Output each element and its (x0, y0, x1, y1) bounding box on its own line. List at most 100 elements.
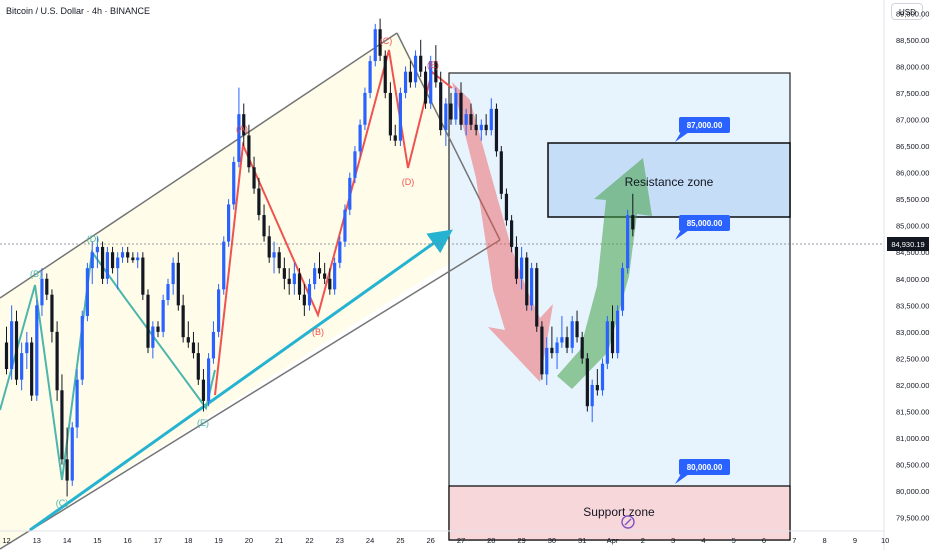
candle[interactable] (494, 103, 499, 157)
candle[interactable] (222, 236, 226, 295)
candle[interactable] (146, 289, 150, 354)
currency-button[interactable]: USD (891, 3, 923, 20)
candle[interactable] (555, 337, 559, 370)
candle[interactable] (120, 246, 125, 263)
candle[interactable] (353, 146, 357, 184)
candle[interactable] (590, 379, 594, 423)
candle[interactable] (307, 278, 312, 311)
candle[interactable] (459, 82, 463, 131)
candle[interactable] (525, 252, 529, 311)
candle[interactable] (65, 427, 69, 497)
candle[interactable] (600, 358, 605, 396)
candle[interactable] (383, 50, 387, 99)
candle[interactable] (40, 268, 44, 316)
candle[interactable] (499, 146, 503, 200)
candle[interactable] (343, 204, 347, 247)
candle[interactable] (317, 252, 322, 279)
candle[interactable] (434, 45, 438, 88)
candle[interactable] (368, 55, 372, 99)
candle[interactable] (363, 87, 367, 131)
resistance-zone-rect[interactable] (547, 142, 791, 218)
candle[interactable] (166, 278, 170, 306)
candle[interactable] (333, 257, 337, 295)
candle[interactable] (545, 337, 549, 385)
candle[interactable] (75, 369, 79, 439)
candle[interactable] (242, 103, 246, 147)
candle[interactable] (191, 331, 196, 359)
candle[interactable] (85, 262, 90, 322)
candle[interactable] (30, 337, 34, 401)
candle[interactable] (413, 50, 418, 88)
candle[interactable] (620, 262, 625, 316)
candle[interactable] (141, 252, 145, 301)
candle[interactable] (267, 225, 271, 263)
candle[interactable] (560, 315, 564, 348)
candle[interactable] (136, 252, 140, 269)
candle[interactable] (211, 321, 216, 364)
candle[interactable] (262, 204, 266, 242)
candle[interactable] (100, 241, 105, 285)
candle[interactable] (176, 252, 180, 311)
candle[interactable] (449, 92, 453, 125)
candle[interactable] (277, 246, 281, 274)
candle[interactable] (398, 87, 402, 147)
candle[interactable] (313, 262, 317, 290)
candle[interactable] (373, 23, 377, 67)
candle[interactable] (444, 98, 448, 147)
candle[interactable] (232, 156, 236, 210)
price-badge[interactable]: 80,000.00 (675, 459, 730, 484)
candle[interactable] (50, 289, 54, 343)
candle[interactable] (489, 98, 493, 136)
candle[interactable] (292, 262, 296, 295)
candle[interactable] (186, 321, 190, 348)
candle[interactable] (196, 342, 200, 385)
candle[interactable] (469, 103, 473, 131)
candle[interactable] (474, 114, 478, 136)
event-marker-icon[interactable] (621, 515, 635, 529)
candle[interactable] (605, 315, 609, 370)
candle[interactable] (348, 172, 352, 216)
candle[interactable] (70, 422, 74, 486)
candle[interactable] (90, 241, 94, 285)
candle[interactable] (540, 321, 544, 380)
candle[interactable] (323, 262, 327, 285)
candle[interactable] (570, 315, 574, 354)
candle[interactable] (504, 188, 509, 226)
candle[interactable] (14, 310, 19, 385)
channel-upper-line[interactable] (0, 32, 398, 299)
candle[interactable] (4, 326, 9, 375)
candle[interactable] (514, 236, 519, 285)
candle[interactable] (282, 257, 286, 290)
candle[interactable] (110, 246, 115, 274)
candle[interactable] (297, 268, 302, 301)
candle[interactable] (156, 321, 160, 338)
candle[interactable] (484, 114, 488, 136)
candle[interactable] (535, 262, 539, 332)
candle[interactable] (302, 284, 306, 316)
candle[interactable] (439, 71, 443, 136)
candle[interactable] (60, 374, 64, 465)
candle[interactable] (479, 119, 483, 141)
candle[interactable] (595, 369, 599, 396)
candle[interactable] (252, 156, 256, 194)
candle[interactable] (131, 252, 135, 263)
candle[interactable] (429, 55, 433, 109)
candle[interactable] (510, 215, 514, 253)
candle[interactable] (378, 18, 382, 62)
candle[interactable] (272, 241, 276, 274)
candle[interactable] (151, 321, 155, 359)
candle[interactable] (161, 294, 165, 338)
candle[interactable] (464, 108, 468, 136)
candle[interactable] (55, 321, 59, 401)
candle[interactable] (419, 39, 423, 77)
candle[interactable] (328, 268, 332, 295)
candle[interactable] (454, 87, 458, 125)
candle[interactable] (181, 294, 185, 343)
candle[interactable] (575, 310, 579, 343)
price-badge[interactable]: 87,000.00 (675, 117, 730, 142)
candles-layer[interactable] (4, 18, 635, 497)
candle[interactable] (616, 305, 620, 359)
candle[interactable] (237, 87, 241, 168)
candle[interactable] (287, 268, 291, 295)
candle[interactable] (550, 326, 554, 359)
